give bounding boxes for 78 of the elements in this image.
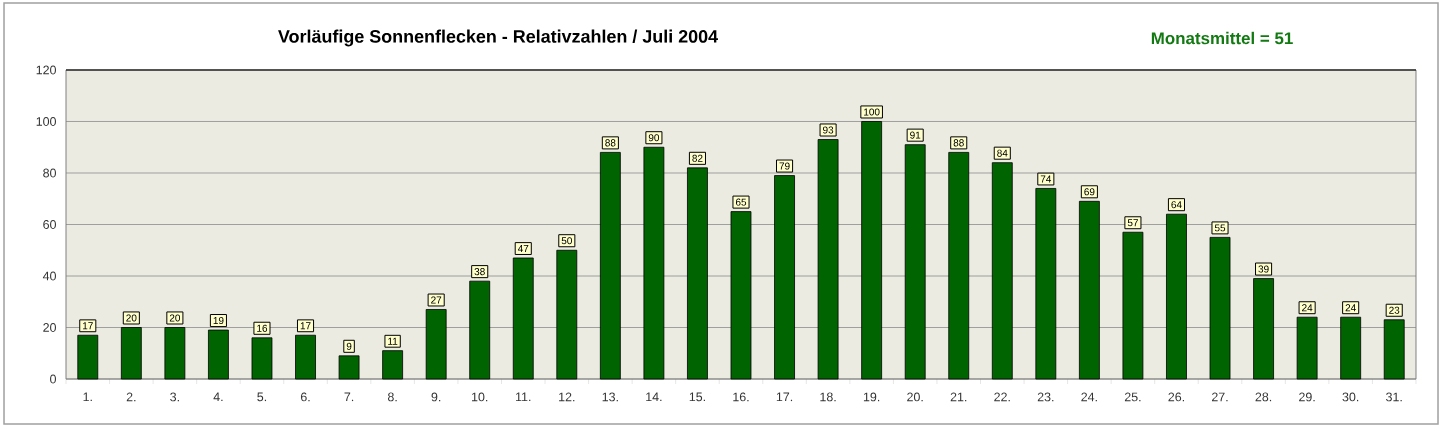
bar — [512, 257, 534, 380]
y-tick-label: 60 — [43, 220, 56, 229]
x-tick-label: 16. — [733, 392, 749, 402]
data-label: 20 — [169, 314, 181, 322]
x-tick-label: 5. — [257, 392, 267, 402]
data-label: 79 — [779, 162, 790, 170]
y-tick-label: 120 — [36, 65, 56, 75]
data-label: 17 — [83, 322, 93, 330]
x-tick-label: 22. — [994, 392, 1010, 402]
x-tick-label: 23. — [1037, 392, 1054, 402]
x-tick-label: 11. — [516, 392, 531, 402]
x-tick-label: 28. — [1255, 392, 1272, 402]
data-label: 17 — [300, 322, 311, 330]
x-tick-label: 15. — [689, 392, 705, 402]
data-label: 93 — [823, 126, 834, 134]
x-tick-label: 3. — [170, 392, 179, 402]
x-tick-label: 10. — [472, 392, 488, 402]
data-label: 57 — [1127, 219, 1138, 227]
y-tick-label: 20 — [43, 323, 56, 332]
data-label: 90 — [648, 134, 660, 142]
x-tick-label: 2. — [126, 392, 136, 402]
x-tick-label: 26. — [1168, 392, 1184, 402]
x-tick-label: 24. — [1081, 392, 1097, 402]
data-label: 11 — [388, 337, 398, 345]
bar — [730, 211, 752, 380]
x-tick-label: 12. — [559, 392, 575, 402]
data-label: 20 — [126, 314, 137, 322]
x-tick-label: 6. — [300, 392, 310, 402]
x-tick-label: 19. — [863, 392, 880, 402]
data-label: 74 — [1040, 175, 1052, 183]
data-label: 88 — [605, 139, 616, 147]
x-tick-label: 1. — [83, 392, 92, 402]
y-tick-label: 40 — [42, 271, 56, 281]
x-tick-label: 17. — [776, 392, 793, 402]
x-tick-label: 14. — [646, 392, 662, 402]
data-label: 24 — [1302, 304, 1313, 312]
data-label: 55 — [1214, 224, 1226, 232]
data-label: 82 — [692, 154, 703, 162]
data-label: 65 — [735, 198, 747, 206]
text: Monatsmittel = 51 — [1151, 31, 1293, 45]
data-label: 69 — [1084, 188, 1095, 196]
x-tick-label: 30. — [1342, 392, 1359, 402]
x-tick-label: 13. — [602, 392, 618, 402]
x-tick-label: 4. — [213, 392, 223, 402]
y-tick-label: 0 — [50, 374, 56, 384]
bar — [643, 146, 665, 380]
x-tick-label: 29. — [1299, 392, 1315, 402]
data-label: 9 — [346, 342, 352, 350]
x-tick-label: 9. — [431, 392, 441, 402]
data-label: 91 — [910, 131, 921, 139]
y-tick-label: 80 — [43, 168, 56, 178]
bar — [338, 355, 360, 380]
data-label: 27 — [431, 296, 442, 304]
chart-title: Vorläufige Sonnenflecken - Relativzahlen / Juli 2004 — [278, 29, 718, 47]
bar — [1209, 236, 1231, 380]
data-label: 88 — [953, 139, 964, 147]
x-tick-label: 7. — [344, 392, 354, 402]
x-tick-label: 25. — [1124, 392, 1141, 402]
y-tick-label: 100 — [36, 117, 56, 126]
x-tick-label: 8. — [387, 392, 397, 402]
data-label: 19 — [213, 317, 224, 325]
data-label: 16 — [257, 324, 268, 332]
data-label: 24 — [1345, 304, 1356, 312]
x-tick-label: 18. — [820, 392, 836, 402]
data-label: 38 — [474, 268, 485, 276]
data-label: 84 — [997, 149, 1008, 157]
x-tick-label: 31. — [1386, 392, 1402, 402]
data-label: 64 — [1171, 201, 1182, 209]
data-label: 100 — [864, 108, 880, 116]
data-label: 39 — [1258, 265, 1269, 273]
data-label: 50 — [561, 237, 572, 245]
x-tick-label: 27. — [1211, 392, 1228, 402]
x-tick-label: 21. — [950, 392, 967, 402]
bar — [1035, 188, 1057, 380]
x-tick-label: 20. — [907, 392, 923, 402]
data-label: 47 — [517, 245, 529, 252]
data-label: 23 — [1389, 306, 1400, 314]
bar — [164, 327, 186, 380]
